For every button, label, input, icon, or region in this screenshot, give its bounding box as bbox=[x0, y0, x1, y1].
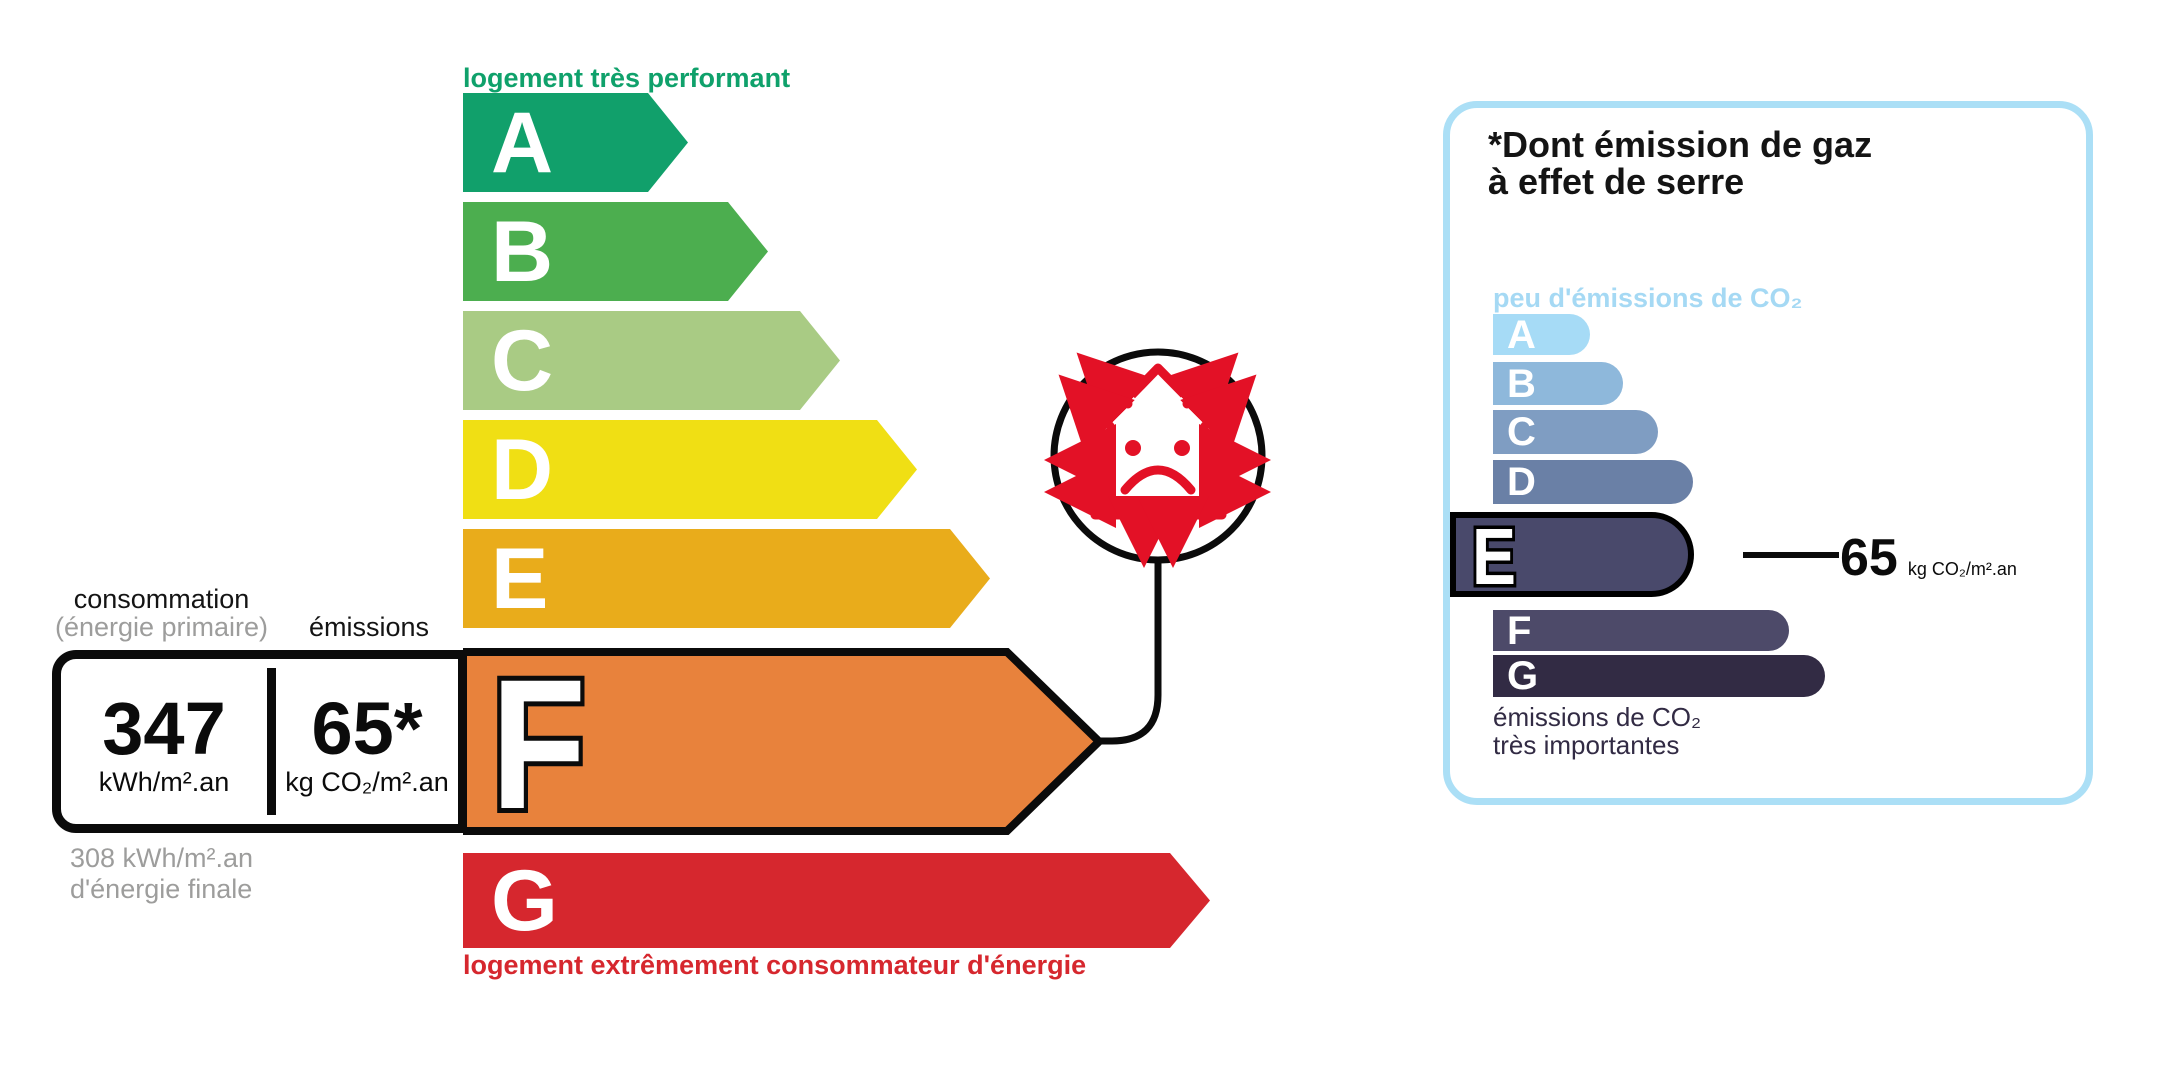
consumption-value-box: 347 kWh/m².an 65* kg CO₂/m².an bbox=[52, 650, 467, 833]
co2-value-unit: kg CO₂/m².an bbox=[1907, 559, 2017, 579]
consumption-label: consommation bbox=[73, 584, 250, 614]
sad-face-icon bbox=[1120, 440, 1196, 495]
co2-class-e-letter-svg: E bbox=[1469, 520, 1520, 596]
co2-scale-bottom-label: émissions de CO₂ très importantes bbox=[1493, 702, 1702, 760]
co2-emissions-panel: *Dont émission de gaz à effet de serre p… bbox=[1443, 101, 2093, 805]
primary-energy-unit: kWh/m².an bbox=[98, 766, 230, 797]
energy-class-c-letter: C bbox=[491, 312, 554, 409]
co2-class-g-letter: G bbox=[1507, 654, 1539, 698]
co2-class-g: G bbox=[1493, 655, 1825, 697]
co2-class-c-letter: C bbox=[1507, 410, 1536, 454]
primary-energy-value: 347 bbox=[102, 686, 226, 770]
primary-energy-cell: 347 kWh/m².an bbox=[61, 659, 267, 824]
co2-class-d-letter: D bbox=[1507, 460, 1536, 504]
co2-scale-top-label: peu d'émissions de CO₂ bbox=[1493, 283, 1803, 313]
co2-class-b: B bbox=[1493, 362, 1623, 405]
co2-class-c: C bbox=[1493, 410, 1658, 454]
co2-panel-title: *Dont émission de gaz à effet de serre bbox=[1488, 124, 1873, 202]
energy-class-e: E bbox=[463, 529, 990, 628]
energy-class-b: B bbox=[463, 202, 768, 301]
co2-value-pointer-line bbox=[1743, 552, 1839, 558]
co2-value: 65 bbox=[1840, 529, 1898, 587]
energy-scale-bottom-label: logement extrêmement consommateur d'éner… bbox=[463, 950, 1087, 980]
co2-emissions-cell: 65* kg CO₂/m².an bbox=[276, 659, 458, 824]
co2-value-group: 65 kg CO₂/m².an bbox=[1840, 532, 2017, 584]
house-heat-loss-icon bbox=[1044, 352, 1271, 568]
energy-scale-top-label: logement très performant bbox=[463, 63, 791, 93]
co2-emissions-unit: kg CO₂/m².an bbox=[285, 766, 449, 797]
co2-class-f: F bbox=[1493, 610, 1789, 651]
co2-class-e-active: E bbox=[1450, 512, 1694, 597]
energy-class-b-letter: B bbox=[491, 203, 554, 300]
co2-class-e-letter: E bbox=[1472, 520, 1516, 596]
house-heat-loss-indicator bbox=[1044, 348, 1271, 745]
energy-class-a-letter: A bbox=[491, 94, 554, 191]
energy-class-d: D bbox=[463, 420, 917, 519]
final-energy-note: 308 kWh/m².an d'énergie finale bbox=[70, 843, 254, 904]
co2-class-a-letter: A bbox=[1507, 312, 1536, 357]
co2-emissions-value: 65* bbox=[311, 686, 423, 770]
co2-class-d: D bbox=[1493, 460, 1693, 504]
energy-class-f-letter: F bbox=[491, 648, 586, 835]
energy-class-d-letter: D bbox=[491, 421, 554, 518]
energy-class-g: G bbox=[463, 853, 1210, 948]
energy-class-e-letter: E bbox=[491, 530, 549, 627]
value-box-divider bbox=[267, 668, 276, 815]
primary-energy-sublabel: (énergie primaire) bbox=[54, 612, 269, 642]
co2-class-f-letter: F bbox=[1507, 608, 1532, 653]
co2-class-b-letter: B bbox=[1507, 361, 1536, 406]
emissions-label: émissions bbox=[308, 612, 430, 642]
energy-class-c: C bbox=[463, 311, 840, 410]
energy-class-g-letter: G bbox=[491, 852, 558, 949]
co2-class-a: A bbox=[1493, 314, 1590, 355]
indicator-connector-line bbox=[1097, 560, 1162, 745]
energy-class-f-active-arrow: F bbox=[463, 648, 1103, 835]
energy-class-a: A bbox=[463, 93, 688, 192]
